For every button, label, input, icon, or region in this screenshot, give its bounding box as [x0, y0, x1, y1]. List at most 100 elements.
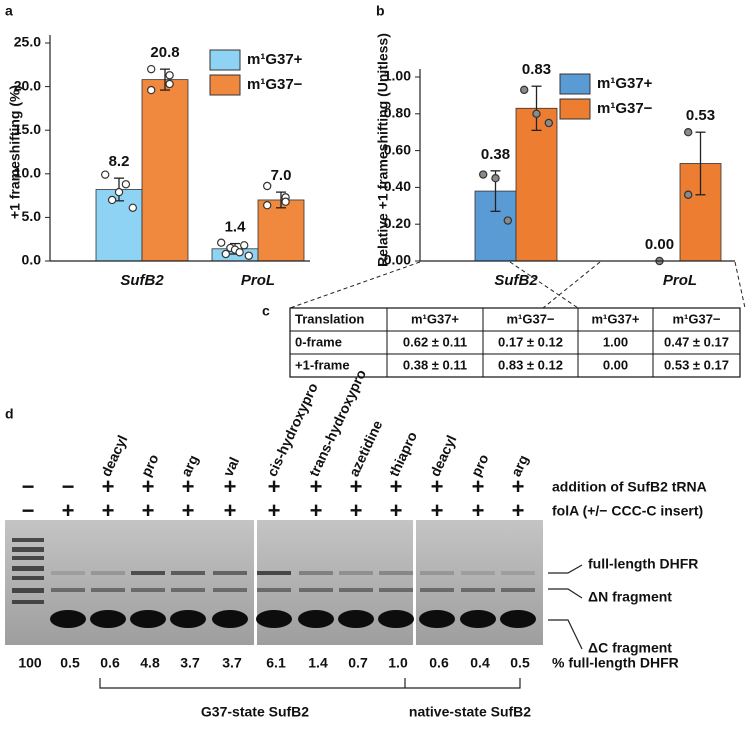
- sign: −: [22, 498, 35, 523]
- x-tick-label: ProL: [241, 272, 275, 289]
- gel-band: [461, 588, 495, 592]
- gel-band: [131, 588, 165, 592]
- sign: +: [512, 498, 525, 523]
- table-cell: 0-frame: [295, 334, 342, 349]
- legend-label: m¹G37+: [597, 75, 653, 92]
- table-cell: 0.53 ± 0.17: [664, 357, 729, 372]
- table-cell: 0.47 ± 0.17: [664, 334, 729, 349]
- sign: +: [310, 474, 323, 499]
- percent: 6.1: [266, 655, 286, 671]
- gel-band: [51, 571, 85, 575]
- x-tick-label: SufB2: [494, 272, 538, 289]
- sign: +: [182, 498, 195, 523]
- gel-band: [171, 571, 205, 575]
- band-label: ΔC fragment: [588, 640, 672, 656]
- gel-band: [213, 588, 247, 592]
- lane-label: thiapro: [386, 429, 421, 479]
- percent: 3.7: [180, 655, 200, 671]
- data-point: [684, 190, 693, 199]
- legend-swatch: [209, 74, 241, 96]
- gel-band: [338, 610, 374, 628]
- percent: 3.7: [222, 655, 242, 671]
- data-point: [235, 248, 244, 257]
- y-tick-label: 0.60: [384, 141, 411, 157]
- value-label: 0.38: [481, 146, 510, 163]
- y-tick-label: 0.80: [384, 105, 411, 121]
- gel-band: [420, 571, 454, 575]
- legend-label: m¹G37+: [247, 51, 303, 68]
- y-tick-label: 0.20: [384, 215, 411, 231]
- gel-band: [339, 571, 373, 575]
- band-label: full-length DHFR: [588, 556, 698, 572]
- data-point: [165, 79, 174, 89]
- data-point: [114, 187, 124, 197]
- panel-label: c: [262, 303, 270, 319]
- value-label: 0.00: [645, 236, 674, 253]
- percent-label: % full-length DHFR: [552, 655, 679, 671]
- table-cell: 1.00: [603, 334, 628, 349]
- sign: +: [224, 498, 237, 523]
- gel-band: [298, 610, 334, 628]
- gel-band: [379, 571, 413, 575]
- percent: 100: [18, 655, 42, 671]
- sign: +: [512, 474, 525, 499]
- gel-band: [501, 571, 535, 575]
- gel-band: [90, 610, 126, 628]
- y-axis-label: Relative +1 frameshifting (Unitless): [375, 33, 391, 267]
- data-point: [263, 181, 272, 191]
- data-point: [684, 127, 693, 137]
- sign: +: [224, 474, 237, 499]
- data-point: [491, 173, 500, 183]
- gel-band: [12, 566, 44, 571]
- data-point: [479, 170, 488, 179]
- legend-swatch: [209, 49, 241, 71]
- gel-band: [339, 588, 373, 592]
- gel-band: [12, 538, 44, 542]
- gel-band: [50, 610, 86, 628]
- percent: 0.5: [510, 655, 530, 671]
- sign: +: [102, 474, 115, 499]
- percent: 1.0: [388, 655, 408, 671]
- gel-band: [130, 610, 166, 628]
- gel-band: [12, 600, 44, 604]
- gel-band: [213, 571, 247, 575]
- legend-label: m¹G37−: [597, 100, 653, 117]
- value-label: 7.0: [271, 167, 292, 184]
- gel-band: [501, 588, 535, 592]
- y-tick-label: 20.0: [14, 77, 41, 93]
- value-label: 0.83: [522, 61, 551, 78]
- gel-band: [419, 610, 455, 628]
- gel-band: [12, 547, 44, 552]
- sign: +: [310, 498, 323, 523]
- data-point: [239, 241, 249, 250]
- gel-band: [378, 610, 414, 628]
- table-cell: 0.00: [603, 357, 628, 372]
- gel-band: [171, 588, 205, 592]
- gel-band: [12, 556, 44, 560]
- table-header: m¹G37+: [411, 311, 459, 326]
- sign: +: [62, 498, 75, 523]
- sign: +: [472, 474, 485, 499]
- gel-band: [212, 610, 248, 628]
- legend-label: m¹G37−: [247, 76, 303, 93]
- data-point: [146, 85, 156, 95]
- gel-band: [460, 610, 496, 628]
- table-cell: 0.38 ± 0.11: [403, 357, 467, 372]
- gel-band: [12, 588, 44, 593]
- value-label: 1.4: [225, 219, 247, 236]
- data-point: [244, 251, 253, 260]
- gel-band: [257, 588, 291, 592]
- table-header: Translation: [295, 311, 364, 326]
- gel-band: [256, 610, 292, 628]
- data-point: [532, 109, 541, 119]
- table-border: [289, 307, 741, 378]
- data-point: [263, 200, 272, 210]
- value-label: 20.8: [150, 44, 179, 61]
- data-point: [216, 238, 226, 247]
- percent: 0.5: [60, 655, 80, 671]
- percent: 4.8: [140, 655, 160, 671]
- data-point: [221, 249, 230, 259]
- x-tick-label: ProL: [663, 272, 697, 289]
- gel-band: [170, 610, 206, 628]
- data-point: [107, 195, 117, 205]
